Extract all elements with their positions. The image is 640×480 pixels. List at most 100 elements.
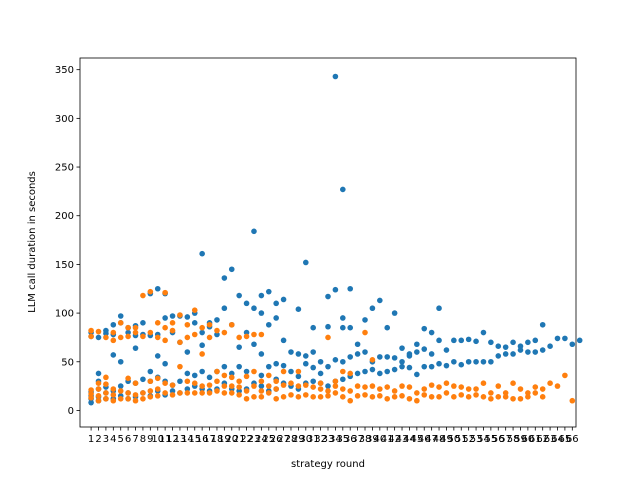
series-1-point	[317, 358, 324, 365]
series-2-point	[206, 321, 213, 328]
series-2-point	[362, 329, 368, 336]
x-axis: 1 2 3 4 5 6 7 8 91011121314151617181920212223242…	[88, 427, 579, 445]
x-tick-label: 2	[95, 434, 101, 445]
series-1-point	[177, 378, 183, 385]
series-2-point	[110, 329, 117, 336]
x-tick-label: 50	[447, 434, 460, 445]
x-tick-label: 57	[499, 434, 512, 445]
series-1-point	[325, 323, 331, 330]
series-2-point	[88, 387, 94, 393]
series-2-point	[117, 320, 124, 326]
series-2-point	[332, 383, 339, 389]
series-2-point	[332, 390, 339, 396]
series-2-point	[399, 383, 405, 389]
series-1-point	[428, 351, 435, 357]
series-2-point	[162, 390, 168, 396]
series-1-point	[414, 349, 420, 355]
series-2-point	[125, 375, 131, 382]
series-2-point	[251, 368, 257, 375]
x-tick-label: 51	[455, 434, 468, 445]
series-2-point	[295, 394, 302, 400]
series-1-point	[480, 329, 487, 336]
y-tick-label: 350	[55, 65, 74, 76]
series-2-point	[191, 390, 198, 396]
x-tick-label: 13	[174, 434, 187, 445]
series-1-point	[295, 351, 302, 357]
series-2-point	[510, 395, 516, 402]
series-2-point	[228, 321, 235, 328]
series-1-point	[236, 292, 242, 299]
series-1-point	[443, 347, 450, 353]
series-2-point	[110, 392, 117, 398]
series-1-point	[495, 353, 502, 359]
series-1-point	[332, 73, 339, 80]
series-2-point	[132, 380, 139, 386]
x-tick-label: 32	[314, 434, 327, 445]
series-2-point	[532, 384, 539, 390]
series-1-point	[443, 362, 450, 369]
x-tick-label: 56	[492, 434, 505, 445]
series-2-point	[369, 357, 376, 363]
series-2-point	[177, 390, 183, 396]
series-1-point	[554, 335, 561, 342]
series-2-point	[473, 392, 479, 398]
series-2-point	[191, 331, 198, 338]
x-tick-label: 49	[440, 434, 453, 445]
series-2-point	[377, 386, 383, 392]
series-1-point	[265, 321, 272, 328]
series-2-point	[310, 394, 316, 400]
series-2-point	[310, 384, 316, 390]
x-tick-label: 65	[559, 434, 572, 445]
series-1-point	[458, 361, 465, 368]
series-1-point	[288, 349, 294, 355]
series-1-point	[428, 363, 435, 370]
series-2-point	[95, 380, 102, 386]
series-2-point	[332, 378, 339, 385]
series-1-point	[103, 327, 109, 334]
series-2-point	[525, 390, 531, 396]
series-2-point	[517, 386, 524, 392]
series-1-point	[251, 228, 257, 235]
series-1-point	[340, 358, 346, 365]
series-2-point	[384, 384, 391, 390]
series-1-point	[154, 285, 161, 292]
series-2-point	[251, 331, 257, 338]
series-2-point	[510, 380, 516, 386]
series-1-point	[214, 331, 220, 338]
series-2-point	[495, 394, 502, 400]
series-1-point	[332, 286, 339, 293]
series-1-point	[539, 321, 546, 328]
series-2-point	[317, 386, 324, 392]
series-2-point	[488, 390, 494, 396]
series-2-point	[236, 384, 242, 390]
series-2-point	[221, 372, 228, 379]
series-2-point	[162, 380, 168, 386]
series-2-point	[243, 333, 250, 340]
x-tick-label: 36	[344, 434, 357, 445]
series-1-point	[510, 351, 516, 357]
series-2-point	[265, 390, 272, 396]
series-2-point	[132, 329, 139, 336]
series-1-point	[236, 344, 242, 350]
series-1-point	[576, 337, 583, 344]
series-1-point	[369, 366, 376, 373]
series-2-point	[103, 381, 109, 387]
series-2-point	[110, 337, 117, 344]
series-1-point	[206, 374, 213, 381]
series-2-point	[414, 390, 420, 396]
series-2-point	[273, 386, 279, 392]
series-1-point	[258, 372, 265, 379]
series-2-point	[406, 395, 413, 402]
series-2-point	[147, 388, 154, 394]
series-2-point	[280, 394, 287, 400]
series-2-point	[295, 383, 302, 389]
series-1-point	[221, 363, 228, 370]
series-2-point	[354, 383, 361, 389]
series-1-point	[451, 337, 457, 344]
series-2-point	[562, 372, 568, 379]
series-1-point	[406, 351, 413, 357]
series-2-point	[140, 292, 146, 299]
x-tick-label: 11	[159, 434, 172, 445]
series-1-point	[391, 310, 398, 316]
series-2-point	[147, 394, 154, 400]
